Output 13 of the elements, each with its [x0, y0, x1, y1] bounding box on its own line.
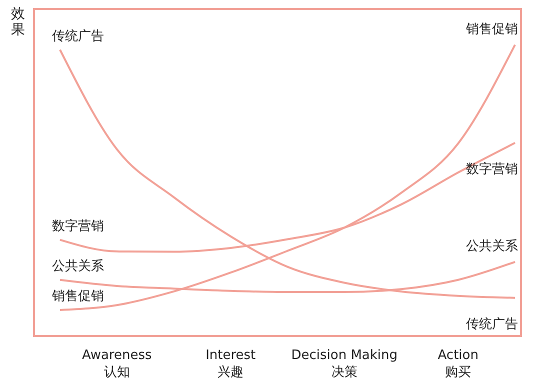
x-tick-label: Interest 兴趣: [206, 348, 256, 380]
x-tick-label: Decision Making 决策: [291, 348, 398, 380]
series-label: 公共关系: [466, 238, 518, 254]
series-label: 销售促销: [51, 289, 104, 304]
x-tick-label: Action 购买: [438, 348, 478, 380]
series-label: 传统广告: [52, 28, 104, 44]
x-tick-label: Awareness 认知: [82, 348, 152, 380]
y-axis-title: 效果: [10, 6, 26, 38]
series-label: 数字营销: [466, 160, 518, 177]
text: 传统广告: [466, 316, 518, 332]
text: 销售促销: [466, 22, 518, 37]
text: 公共关系: [52, 258, 104, 274]
text: 数字营销: [52, 218, 104, 234]
